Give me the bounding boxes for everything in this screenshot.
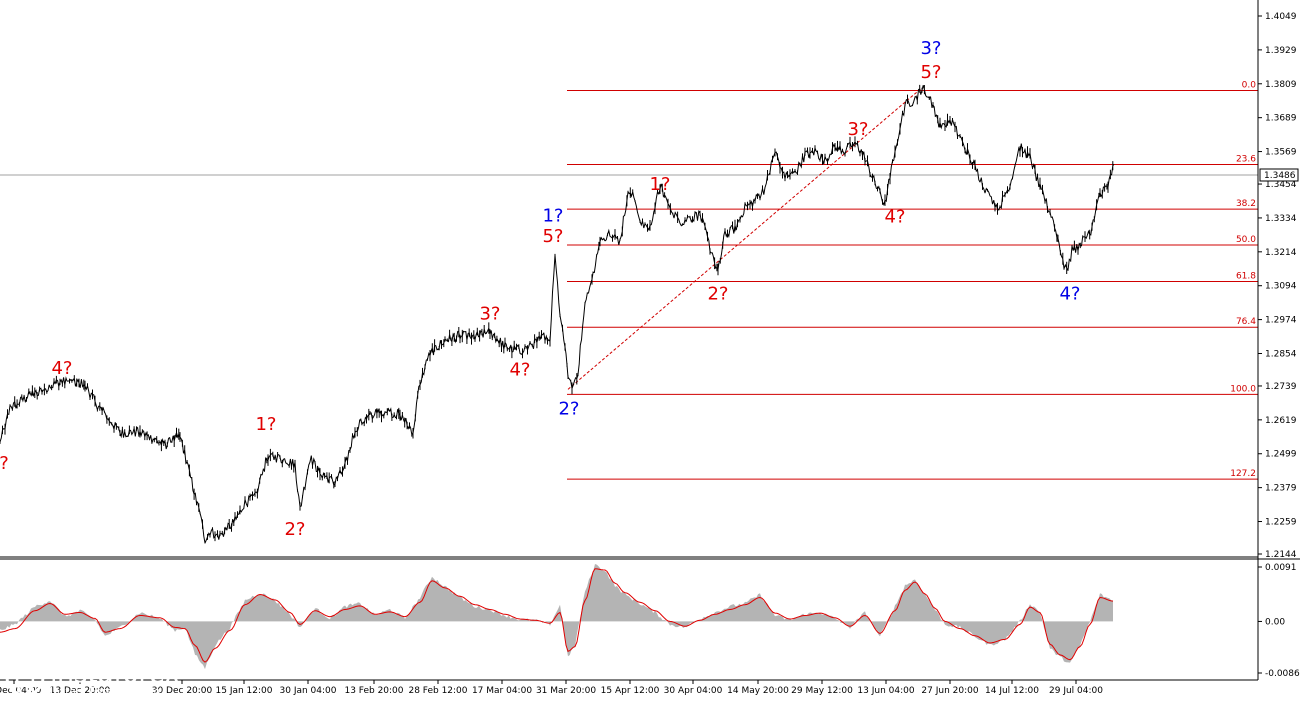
price-tick-label: 1.3454 xyxy=(1265,180,1297,190)
fib-label-0.0: 0.0 xyxy=(1242,81,1257,91)
fib-label-50.0: 50.0 xyxy=(1236,235,1256,245)
price-tick-label: 1.2259 xyxy=(1265,518,1297,528)
wave-label: 1? xyxy=(542,205,563,226)
trendline-2-to-3 xyxy=(567,87,923,390)
price-tick-label: 1.3094 xyxy=(1265,282,1297,292)
brand-name: instaforex xyxy=(50,658,180,689)
price-tick-label: 1.3689 xyxy=(1265,114,1297,124)
price-tick-label: 1.2974 xyxy=(1265,316,1297,326)
wave-label: 5? xyxy=(920,62,941,83)
wave-label: 3? xyxy=(479,304,500,325)
globe-icon xyxy=(5,657,45,697)
time-tick-label: 13 Jun 04:00 xyxy=(857,686,914,696)
wave-label: ? xyxy=(0,453,9,474)
osc-tick-label: -0.00862 xyxy=(1265,669,1300,679)
time-tick-label: 13 Dec 20:00 xyxy=(50,686,111,696)
fib-label-38.2: 38.2 xyxy=(1236,199,1256,209)
osc-tick-label: 0.00 xyxy=(1265,617,1285,627)
oscillator-signal-line xyxy=(0,568,1114,663)
price-tick-label: 1.2144 xyxy=(1265,550,1297,560)
fib-label-76.4: 76.4 xyxy=(1236,317,1256,327)
wave-label: 2? xyxy=(707,284,728,305)
time-tick-label: 17 Mar 04:00 xyxy=(472,686,532,696)
wave-labels: 4??1?2?3?4?1?5?2?1?2?3?4?3?5?4? xyxy=(0,38,1081,540)
time-tick-label: 27 Jun 20:00 xyxy=(921,686,978,696)
price-tick-label: 1.3334 xyxy=(1265,214,1297,224)
wave-label: 2? xyxy=(558,398,579,419)
brand-tagline: Instant Forex Trading xyxy=(50,686,161,698)
time-tick-label: 15 Jan 12:00 xyxy=(216,686,273,696)
time-tick-label: 30 Dec 20:00 xyxy=(152,686,213,696)
wave-label: 2? xyxy=(284,519,305,540)
price-tick-label: 1.2379 xyxy=(1265,484,1297,494)
wave-label: 4? xyxy=(509,360,530,381)
price-tick-label: 1.4049 xyxy=(1265,12,1297,22)
time-tick-label: 29 May 12:00 xyxy=(791,686,853,696)
fib-label-23.6: 23.6 xyxy=(1236,155,1256,165)
current-price-box xyxy=(1259,168,1299,182)
current-price-label: 1.3486 xyxy=(1264,171,1296,181)
oscillator-histogram xyxy=(0,564,1113,670)
wave-label: 1? xyxy=(255,414,276,435)
time-tick-label: 13 Feb 20:00 xyxy=(344,686,403,696)
instaforex-logo: instaforex Instant Forex Trading xyxy=(4,656,184,698)
wave-label: 4? xyxy=(51,358,72,379)
osc-tick-label: 0.0091 xyxy=(1265,563,1297,573)
price-tick-label: 1.2619 xyxy=(1265,416,1297,426)
fib-label-100.0: 100.0 xyxy=(1230,384,1256,394)
time-tick-label: 31 Mar 20:00 xyxy=(536,686,596,696)
wave-label: 1? xyxy=(649,174,670,195)
time-tick-label: 29 Jul 04:00 xyxy=(1049,686,1103,696)
oscillator-panel xyxy=(0,564,1114,670)
price-tick-label: 1.3809 xyxy=(1265,80,1297,90)
time-tick-label: 14 May 20:00 xyxy=(727,686,789,696)
wave-label: 3? xyxy=(920,38,941,59)
price-tick-label: 1.2854 xyxy=(1265,349,1297,359)
fib-label-127.2: 127.2 xyxy=(1230,469,1256,479)
price-series-line xyxy=(0,84,1115,544)
fib-label-61.8: 61.8 xyxy=(1236,271,1256,281)
price-panel xyxy=(0,84,1115,544)
price-tick-label: 1.3929 xyxy=(1265,46,1297,56)
wave-label: 4? xyxy=(1059,284,1080,305)
price-tick-label: 1.2499 xyxy=(1265,450,1297,460)
wave-label: 5? xyxy=(542,226,563,247)
price-tick-label: 1.3214 xyxy=(1265,248,1297,258)
time-tick-label: 28 Feb 12:00 xyxy=(408,686,467,696)
time-tick-label: 14 Jul 12:00 xyxy=(985,686,1039,696)
fibonacci-levels: 0.0 23.6 38.2 50.0 61.8 76.4 100.0 127.2 xyxy=(567,81,1258,480)
wave-label: 4? xyxy=(884,207,905,228)
price-tick-label: 1.3569 xyxy=(1265,148,1297,158)
time-tick-label: 30 Apr 04:00 xyxy=(664,686,723,696)
price-tick-label: 1.2739 xyxy=(1265,382,1297,392)
time-tick-label: 30 Jan 04:00 xyxy=(280,686,337,696)
wave-label: 3? xyxy=(847,119,868,140)
time-tick-label: 15 Apr 12:00 xyxy=(601,686,660,696)
